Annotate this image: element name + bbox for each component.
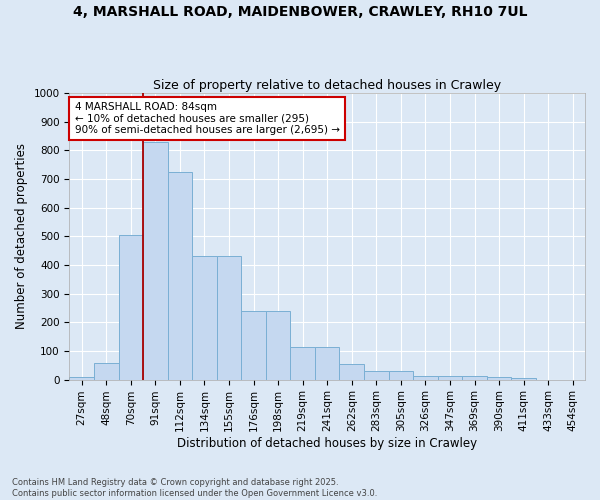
Bar bbox=[487, 378, 511, 380]
Text: Contains HM Land Registry data © Crown copyright and database right 2025.
Contai: Contains HM Land Registry data © Crown c… bbox=[12, 478, 377, 498]
Bar bbox=[340, 364, 364, 380]
Bar bbox=[241, 311, 266, 380]
Y-axis label: Number of detached properties: Number of detached properties bbox=[15, 144, 28, 330]
Bar bbox=[413, 376, 437, 380]
Bar bbox=[315, 346, 340, 380]
Text: 4, MARSHALL ROAD, MAIDENBOWER, CRAWLEY, RH10 7UL: 4, MARSHALL ROAD, MAIDENBOWER, CRAWLEY, … bbox=[73, 5, 527, 19]
Bar bbox=[167, 172, 192, 380]
Bar bbox=[143, 142, 167, 380]
Bar bbox=[70, 378, 94, 380]
Bar bbox=[119, 235, 143, 380]
Bar bbox=[462, 376, 487, 380]
Text: 4 MARSHALL ROAD: 84sqm
← 10% of detached houses are smaller (295)
90% of semi-de: 4 MARSHALL ROAD: 84sqm ← 10% of detached… bbox=[74, 102, 340, 135]
Bar bbox=[290, 346, 315, 380]
Bar bbox=[389, 371, 413, 380]
Title: Size of property relative to detached houses in Crawley: Size of property relative to detached ho… bbox=[153, 79, 501, 92]
Bar bbox=[266, 311, 290, 380]
Bar bbox=[94, 363, 119, 380]
Bar bbox=[437, 376, 462, 380]
Bar bbox=[192, 256, 217, 380]
Bar bbox=[511, 378, 536, 380]
X-axis label: Distribution of detached houses by size in Crawley: Distribution of detached houses by size … bbox=[177, 437, 477, 450]
Bar bbox=[217, 256, 241, 380]
Bar bbox=[364, 371, 389, 380]
